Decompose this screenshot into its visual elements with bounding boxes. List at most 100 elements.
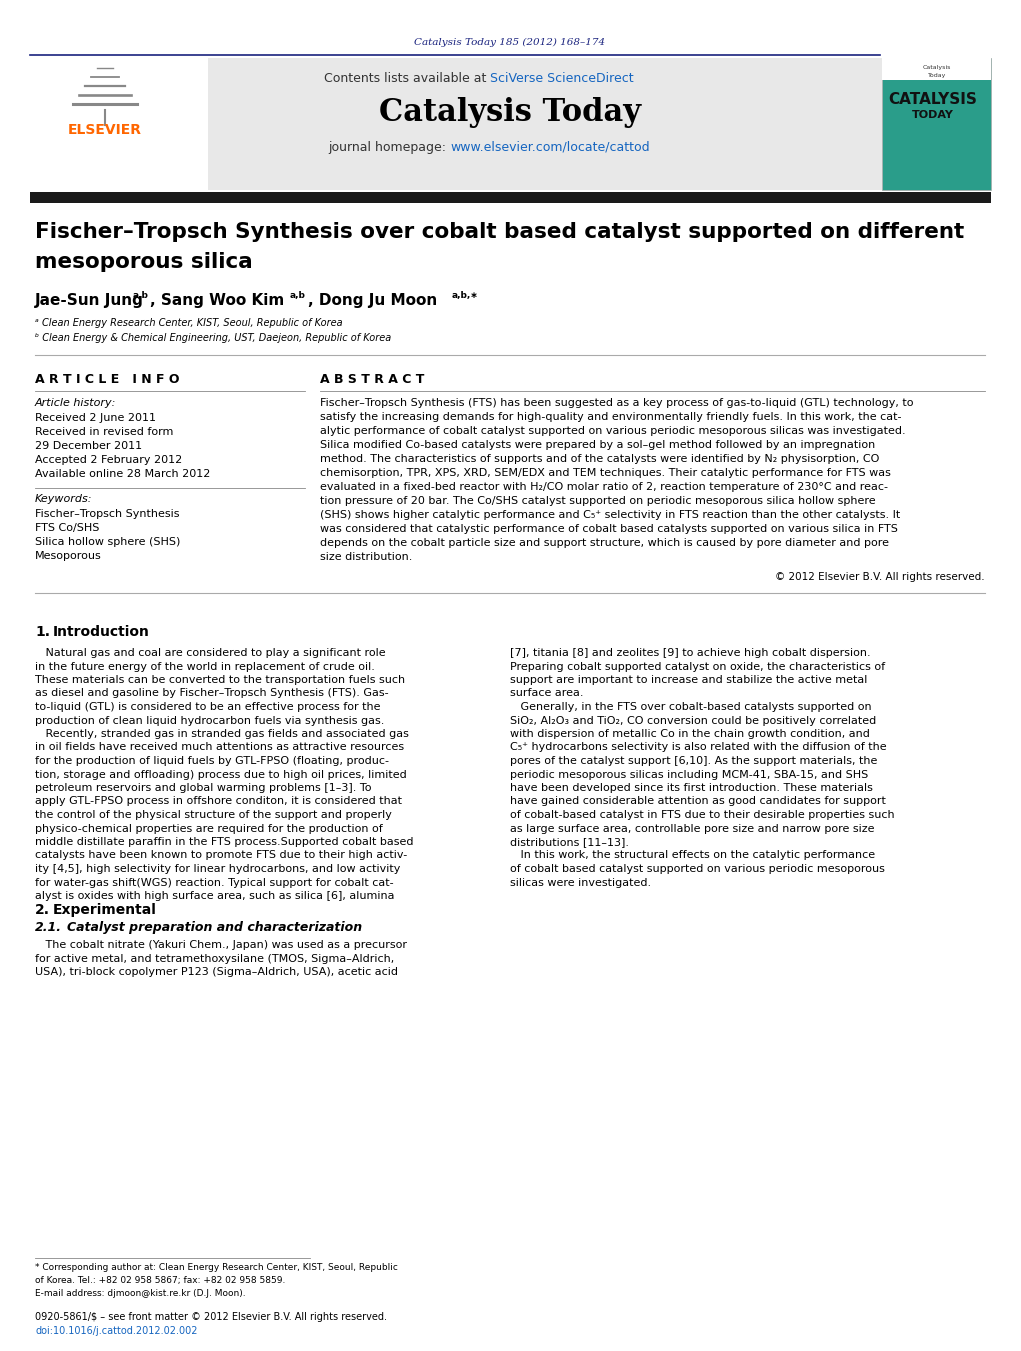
Text: Generally, in the FTS over cobalt-based catalysts supported on: Generally, in the FTS over cobalt-based …: [510, 703, 872, 712]
Text: ᵇ Clean Energy & Chemical Engineering, UST, Daejeon, Republic of Korea: ᵇ Clean Energy & Chemical Engineering, U…: [35, 332, 391, 343]
Text: Fischer–Tropsch Synthesis: Fischer–Tropsch Synthesis: [35, 509, 180, 519]
Text: a,b: a,b: [290, 290, 306, 300]
Text: Natural gas and coal are considered to play a significant role: Natural gas and coal are considered to p…: [35, 648, 386, 658]
Text: USA), tri-block copolymer P123 (Sigma–Aldrich, USA), acetic acid: USA), tri-block copolymer P123 (Sigma–Al…: [35, 967, 398, 977]
Text: Received in revised form: Received in revised form: [35, 427, 174, 436]
Text: alyst is oxides with high surface area, such as silica [6], alumina: alyst is oxides with high surface area, …: [35, 892, 394, 901]
Text: surface area.: surface area.: [510, 689, 583, 698]
Text: In this work, the structural effects on the catalytic performance: In this work, the structural effects on …: [510, 851, 875, 861]
Text: Experimental: Experimental: [53, 902, 157, 917]
Text: Silica hollow sphere (SHS): Silica hollow sphere (SHS): [35, 536, 181, 547]
Text: size distribution.: size distribution.: [320, 553, 412, 562]
Text: pores of the catalyst support [6,10]. As the support materials, the: pores of the catalyst support [6,10]. As…: [510, 757, 877, 766]
Text: SiO₂, Al₂O₃ and TiO₂, CO conversion could be positively correlated: SiO₂, Al₂O₃ and TiO₂, CO conversion coul…: [510, 716, 876, 725]
Text: Recently, stranded gas in stranded gas fields and associated gas: Recently, stranded gas in stranded gas f…: [35, 730, 408, 739]
Text: tion pressure of 20 bar. The Co/SHS catalyst supported on periodic mesoporous si: tion pressure of 20 bar. The Co/SHS cata…: [320, 496, 876, 507]
Text: as diesel and gasoline by Fischer–Tropsch Synthesis (FTS). Gas-: as diesel and gasoline by Fischer–Tropsc…: [35, 689, 389, 698]
Text: * Corresponding author at: Clean Energy Research Center, KIST, Seoul, Republic: * Corresponding author at: Clean Energy …: [35, 1263, 398, 1273]
Text: Available online 28 March 2012: Available online 28 March 2012: [35, 469, 210, 480]
Text: method. The characteristics of supports and of the catalysts were identified by : method. The characteristics of supports …: [320, 454, 879, 463]
Text: Fischer–Tropsch Synthesis over cobalt based catalyst supported on different: Fischer–Tropsch Synthesis over cobalt ba…: [35, 222, 964, 242]
Text: of Korea. Tel.: +82 02 958 5867; fax: +82 02 958 5859.: of Korea. Tel.: +82 02 958 5867; fax: +8…: [35, 1275, 286, 1285]
Text: in oil fields have received much attentions as attractive resources: in oil fields have received much attenti…: [35, 743, 404, 753]
Text: 1.: 1.: [35, 626, 50, 639]
Text: Jae-Sun Jung: Jae-Sun Jung: [35, 293, 144, 308]
Text: chemisorption, TPR, XPS, XRD, SEM/EDX and TEM techniques. Their catalytic perfor: chemisorption, TPR, XPS, XRD, SEM/EDX an…: [320, 467, 891, 478]
Text: ity [4,5], high selectivity for linear hydrocarbons, and low activity: ity [4,5], high selectivity for linear h…: [35, 865, 400, 874]
Text: FTS Co/SHS: FTS Co/SHS: [35, 523, 99, 534]
Text: 2.1.: 2.1.: [35, 921, 62, 934]
Text: 2.: 2.: [35, 902, 50, 917]
Text: the control of the physical structure of the support and properly: the control of the physical structure of…: [35, 811, 392, 820]
Text: journal homepage:: journal homepage:: [328, 141, 450, 154]
Text: Keywords:: Keywords:: [35, 494, 93, 504]
Text: CATALYSIS: CATALYSIS: [888, 92, 977, 108]
Text: © 2012 Elsevier B.V. All rights reserved.: © 2012 Elsevier B.V. All rights reserved…: [775, 571, 985, 582]
Text: A B S T R A C T: A B S T R A C T: [320, 373, 425, 386]
Text: SciVerse ScienceDirect: SciVerse ScienceDirect: [490, 72, 634, 85]
Text: distributions [11–13].: distributions [11–13].: [510, 838, 629, 847]
Text: for water-gas shift(WGS) reaction. Typical support for cobalt cat-: for water-gas shift(WGS) reaction. Typic…: [35, 878, 394, 888]
Text: www.elsevier.com/locate/cattod: www.elsevier.com/locate/cattod: [450, 141, 649, 154]
Text: for the production of liquid fuels by GTL-FPSO (floating, produc-: for the production of liquid fuels by GT…: [35, 757, 389, 766]
Text: apply GTL-FPSO process in offshore conditon, it is considered that: apply GTL-FPSO process in offshore condi…: [35, 797, 402, 807]
Text: have been developed since its first introduction. These materials: have been developed since its first intr…: [510, 784, 873, 793]
Text: doi:10.1016/j.cattod.2012.02.002: doi:10.1016/j.cattod.2012.02.002: [35, 1325, 197, 1336]
Bar: [30, 58, 882, 190]
Text: periodic mesoporous silicas including MCM-41, SBA-15, and SHS: periodic mesoporous silicas including MC…: [510, 770, 868, 780]
Text: 0920-5861/$ – see front matter © 2012 Elsevier B.V. All rights reserved.: 0920-5861/$ – see front matter © 2012 El…: [35, 1312, 387, 1323]
Text: mesoporous silica: mesoporous silica: [35, 253, 253, 272]
Text: for active metal, and tetramethoxysilane (TMOS, Sigma–Aldrich,: for active metal, and tetramethoxysilane…: [35, 954, 394, 963]
Text: evaluated in a fixed-bed reactor with H₂/CO molar ratio of 2, reaction temperatu: evaluated in a fixed-bed reactor with H₂…: [320, 482, 888, 492]
Text: a,b: a,b: [133, 290, 149, 300]
Text: petroleum reservoirs and global warming problems [1–3]. To: petroleum reservoirs and global warming …: [35, 784, 372, 793]
Text: Catalyst preparation and characterization: Catalyst preparation and characterizatio…: [67, 921, 362, 934]
Text: 29 December 2011: 29 December 2011: [35, 440, 142, 451]
Text: [7], titania [8] and zeolites [9] to achieve high cobalt dispersion.: [7], titania [8] and zeolites [9] to ach…: [510, 648, 871, 658]
Text: alytic performance of cobalt catalyst supported on various periodic mesoporous s: alytic performance of cobalt catalyst su…: [320, 426, 906, 436]
Text: middle distillate paraffin in the FTS process.Supported cobalt based: middle distillate paraffin in the FTS pr…: [35, 838, 414, 847]
Text: silicas were investigated.: silicas were investigated.: [510, 878, 651, 888]
Bar: [30, 58, 208, 190]
Text: a,b,∗: a,b,∗: [452, 290, 479, 300]
Text: C₅⁺ hydrocarbons selectivity is also related with the diffusion of the: C₅⁺ hydrocarbons selectivity is also rel…: [510, 743, 886, 753]
Text: production of clean liquid hydrocarbon fuels via synthesis gas.: production of clean liquid hydrocarbon f…: [35, 716, 384, 725]
Text: tion, storage and offloading) process due to high oil prices, limited: tion, storage and offloading) process du…: [35, 770, 406, 780]
Text: The cobalt nitrate (Yakuri Chem., Japan) was used as a precursor: The cobalt nitrate (Yakuri Chem., Japan)…: [35, 940, 407, 950]
Text: These materials can be converted to the transportation fuels such: These materials can be converted to the …: [35, 676, 405, 685]
Text: Today: Today: [928, 73, 946, 78]
Text: physico-chemical properties are required for the production of: physico-chemical properties are required…: [35, 824, 383, 834]
Text: (SHS) shows higher catalytic performance and C₅⁺ selectivity in FTS reaction tha: (SHS) shows higher catalytic performance…: [320, 509, 901, 520]
Text: Received 2 June 2011: Received 2 June 2011: [35, 413, 156, 423]
Text: Catalysis Today: Catalysis Today: [379, 97, 641, 128]
Text: E-mail address: djmoon@kist.re.kr (D.J. Moon).: E-mail address: djmoon@kist.re.kr (D.J. …: [35, 1289, 246, 1298]
Text: was considered that catalystic performance of cobalt based catalysts supported o: was considered that catalystic performan…: [320, 524, 897, 534]
Bar: [882, 58, 991, 190]
Text: have gained considerable attention as good candidates for support: have gained considerable attention as go…: [510, 797, 886, 807]
Text: in the future energy of the world in replacement of crude oil.: in the future energy of the world in rep…: [35, 662, 375, 671]
Text: Preparing cobalt supported catalyst on oxide, the characteristics of: Preparing cobalt supported catalyst on o…: [510, 662, 885, 671]
Text: Fischer–Tropsch Synthesis (FTS) has been suggested as a key process of gas-to-li: Fischer–Tropsch Synthesis (FTS) has been…: [320, 399, 914, 408]
Text: Accepted 2 February 2012: Accepted 2 February 2012: [35, 455, 183, 465]
Text: satisfy the increasing demands for high-quality and environmentally friendly fue: satisfy the increasing demands for high-…: [320, 412, 902, 422]
Text: support are important to increase and stabilize the active metal: support are important to increase and st…: [510, 676, 868, 685]
Text: of cobalt-based catalyst in FTS due to their desirable properties such: of cobalt-based catalyst in FTS due to t…: [510, 811, 894, 820]
Text: with dispersion of metallic Co in the chain growth condition, and: with dispersion of metallic Co in the ch…: [510, 730, 870, 739]
Text: depends on the cobalt particle size and support structure, which is caused by po: depends on the cobalt particle size and …: [320, 538, 889, 549]
Text: TODAY: TODAY: [912, 109, 954, 120]
Text: ᵃ Clean Energy Research Center, KIST, Seoul, Republic of Korea: ᵃ Clean Energy Research Center, KIST, Se…: [35, 317, 343, 328]
Text: to-liquid (GTL) is considered to be an effective process for the: to-liquid (GTL) is considered to be an e…: [35, 703, 381, 712]
Text: A R T I C L E   I N F O: A R T I C L E I N F O: [35, 373, 180, 386]
Text: ELSEVIER: ELSEVIER: [68, 123, 142, 136]
Text: Mesoporous: Mesoporous: [35, 551, 102, 561]
Text: Contents lists available at: Contents lists available at: [324, 72, 490, 85]
Text: Catalysis Today 185 (2012) 168–174: Catalysis Today 185 (2012) 168–174: [415, 38, 605, 46]
Bar: [882, 58, 991, 80]
Text: , Dong Ju Moon: , Dong Ju Moon: [308, 293, 437, 308]
Text: of cobalt based catalyst supported on various periodic mesoporous: of cobalt based catalyst supported on va…: [510, 865, 885, 874]
Text: Silica modified Co-based catalysts were prepared by a sol–gel method followed by: Silica modified Co-based catalysts were …: [320, 440, 875, 450]
Text: , Sang Woo Kim: , Sang Woo Kim: [150, 293, 284, 308]
Text: as large surface area, controllable pore size and narrow pore size: as large surface area, controllable pore…: [510, 824, 875, 834]
Bar: [30, 192, 991, 203]
Text: Introduction: Introduction: [53, 626, 150, 639]
